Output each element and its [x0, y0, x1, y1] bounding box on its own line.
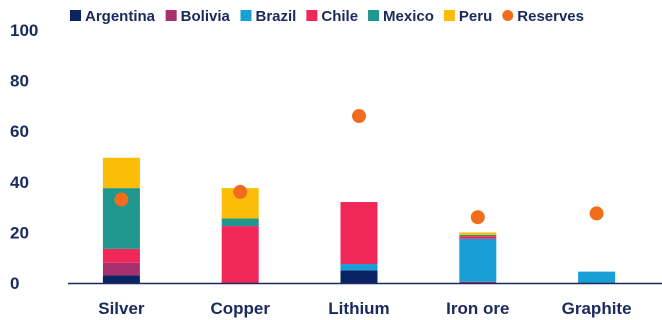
- x-tick-label: Lithium: [328, 299, 389, 318]
- y-axis: 0 20 40 60 80 100: [10, 21, 38, 293]
- y-tick-label: 80: [10, 72, 29, 91]
- y-tick-label: 20: [10, 223, 29, 242]
- reserves-point: [114, 192, 129, 207]
- reserves-point: [233, 184, 248, 199]
- bar-segment: [221, 218, 259, 227]
- bars: [102, 157, 616, 283]
- legend-label: Reserves: [517, 8, 584, 25]
- bar-segment: [102, 262, 140, 276]
- y-tick-label: 100: [10, 21, 38, 40]
- bar-segment: [102, 275, 140, 283]
- bar-segment: [459, 236, 497, 239]
- reserves-point: [589, 206, 604, 221]
- legend-swatch: [443, 10, 455, 21]
- legend-swatch: [240, 10, 252, 21]
- bar-segment: [459, 234, 497, 237]
- y-tick-label: 60: [10, 122, 29, 141]
- x-tick-label: Graphite: [562, 299, 632, 318]
- y-tick-label: 40: [10, 173, 29, 192]
- bar-segment: [340, 270, 378, 283]
- bar-segment: [102, 248, 140, 263]
- bar-segment: [102, 157, 140, 189]
- legend-label: Bolivia: [181, 8, 231, 25]
- x-axis: Silver Copper Lithium Iron ore Graphite: [98, 299, 631, 318]
- legend-swatch: [70, 10, 81, 21]
- reserves-point: [470, 210, 485, 225]
- bar-segment: [340, 264, 378, 271]
- bar-segment: [459, 238, 497, 282]
- legend-swatch: [306, 10, 318, 21]
- legend-label: Argentina: [85, 8, 156, 25]
- y-tick-label: 0: [10, 274, 19, 293]
- bar-segment: [221, 226, 259, 283]
- legend-swatch: [368, 10, 380, 21]
- x-tick-label: Iron ore: [446, 299, 509, 318]
- legend-label: Mexico: [383, 8, 434, 25]
- legend-label: Peru: [459, 8, 492, 25]
- bar-segment: [459, 281, 497, 283]
- reserves-point: [352, 109, 366, 124]
- x-tick-label: Silver: [98, 299, 145, 318]
- legend-label: Brazil: [256, 8, 297, 25]
- bar-segment: [340, 202, 378, 265]
- reserves-markers: [114, 109, 604, 225]
- legend-swatch: [165, 10, 177, 21]
- legend-marker: [502, 10, 514, 21]
- bar-segment: [578, 271, 616, 283]
- legend-label: Chile: [321, 8, 358, 25]
- x-tick-label: Copper: [210, 299, 270, 318]
- bar-segment: [459, 232, 497, 235]
- legend: Argentina Bolivia Brazil Chile Mexico Peru Res…: [70, 8, 584, 25]
